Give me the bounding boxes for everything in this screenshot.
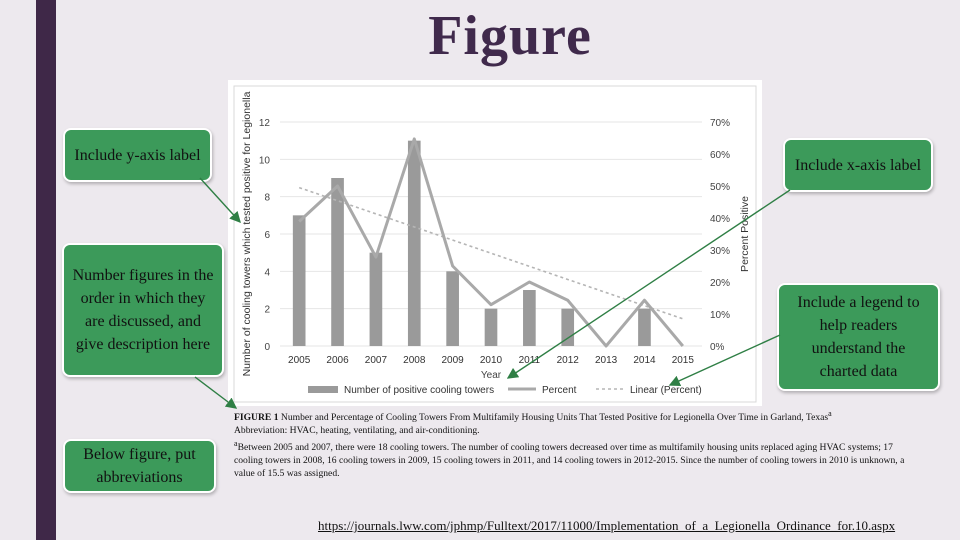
legend-label-trend: Linear (Percent) (630, 385, 702, 396)
y-tick-label: 12 (259, 118, 271, 129)
legend-swatch-bars (308, 386, 338, 393)
x-tick-label: 2014 (633, 355, 656, 366)
slide-title: Figure (428, 5, 592, 67)
source-link[interactable]: https://journals.lww.com/jphmp/Fulltext/… (318, 518, 896, 533)
callout-legend-text: Include a legend to help readers underst… (797, 294, 920, 380)
legend-label-percent: Percent (542, 385, 577, 396)
y2-tick-label: 60% (710, 150, 730, 161)
figure-chart: 0 2 4 6 8 10 12 0% 10% 20% 30% 40% 50% 60% 70% 2005 2006… (228, 80, 762, 406)
bar (331, 178, 344, 346)
bar (446, 271, 459, 346)
bar (484, 308, 498, 346)
x-tick-label: 2011 (519, 355, 541, 366)
bar (369, 252, 383, 346)
bar (292, 215, 306, 346)
callout-number-figures-text: Number figures in the order in which the… (72, 267, 214, 353)
y2-tick-label: 10% (710, 310, 730, 321)
y-tick-label: 10 (259, 155, 271, 166)
caption-footnote: Between 2005 and 2007, there were 18 coo… (234, 442, 905, 480)
x-tick-label: 2005 (288, 355, 311, 366)
caption-footnote-mark: a (234, 439, 238, 449)
bar (638, 308, 651, 346)
y2-tick-label: 40% (710, 214, 730, 225)
bar (523, 290, 536, 346)
callout-y-axis-text: Include y-axis label (74, 146, 201, 164)
y2-tick-label: 50% (710, 182, 730, 193)
accent-bar (36, 0, 56, 540)
callout-y-axis-label: Include y-axis label (63, 128, 212, 182)
y2-axis-label: Percent Positive (739, 196, 751, 272)
y2-tick-label: 0% (710, 342, 725, 353)
x-tick-label: 2015 (672, 355, 695, 366)
y-tick-label: 2 (264, 305, 270, 316)
y2-tick-label: 70% (710, 118, 730, 129)
y-tick-label: 6 (264, 230, 270, 241)
trendline (298, 186, 684, 320)
bar (561, 308, 575, 346)
y2-tick-label: 30% (710, 246, 730, 257)
bar (407, 140, 421, 346)
y-tick-label: 8 (264, 193, 270, 204)
x-tick-label: 2008 (403, 355, 426, 366)
x-axis-label: Year (481, 370, 502, 381)
callout-abbreviations: Below figure, put abbreviations (63, 439, 216, 493)
callout-x-axis-label: Include x-axis label (783, 138, 933, 192)
y-tick-label: 4 (264, 267, 270, 278)
x-tick-label: 2010 (480, 355, 503, 366)
legend-label-bars: Number of positive cooling towers (344, 385, 494, 396)
y-axis-label: Number of cooling towers which tested po… (241, 91, 253, 376)
caption-abbreviation: Abbreviation: HVAC, heating, ventilating… (234, 425, 480, 437)
figure-caption: FIGURE 1 Number and Percentage of Coolin… (234, 407, 920, 480)
y2-tick-label: 20% (710, 278, 730, 289)
x-tick-label: 2009 (442, 355, 465, 366)
y-tick-label: 0 (264, 342, 270, 353)
x-tick-label: 2007 (365, 355, 388, 366)
callout-number-figures: Number figures in the order in which the… (62, 243, 224, 377)
caption-title-mark: a (828, 409, 832, 418)
x-tick-label: 2013 (595, 355, 618, 366)
chart-svg: 0 2 4 6 8 10 12 0% 10% 20% 30% 40% 50% 60% 70% 2005 2006… (233, 85, 757, 403)
caption-figure-label: FIGURE 1 (234, 412, 279, 424)
x-tick-label: 2006 (326, 355, 349, 366)
callout-x-axis-text: Include x-axis label (794, 156, 922, 174)
x-tick-label: 2012 (557, 355, 580, 366)
callout-abbreviations-text: Below figure, put abbreviations (83, 446, 196, 486)
callout-legend: Include a legend to help readers underst… (777, 283, 940, 391)
caption-title: Number and Percentage of Cooling Towers … (280, 412, 829, 424)
